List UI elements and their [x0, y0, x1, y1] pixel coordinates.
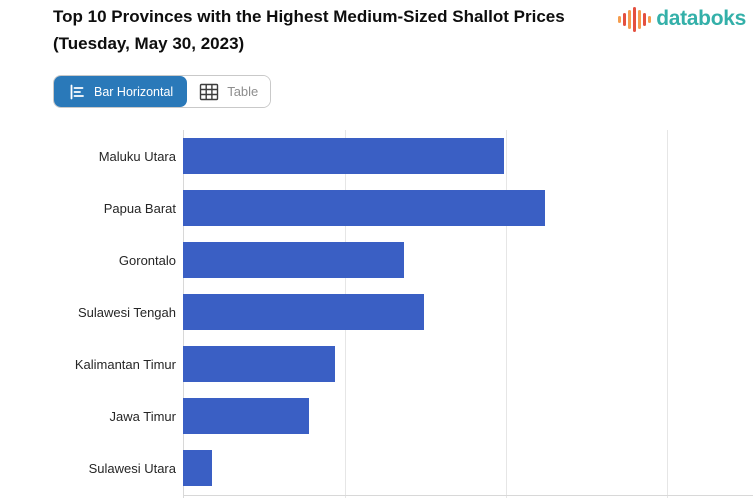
bar-row: Kalimantan Timur	[0, 338, 753, 390]
bar[interactable]	[183, 398, 309, 434]
bar-row: Papua Barat	[0, 182, 753, 234]
gridline	[505, 130, 507, 498]
bar[interactable]	[183, 450, 213, 486]
bar-row: Sulawesi Utara	[0, 442, 753, 494]
x-axis-line	[183, 495, 753, 496]
table-icon	[199, 83, 219, 101]
databoks-logo-icon	[617, 6, 652, 32]
tab-table[interactable]: Table	[187, 76, 271, 107]
category-label: Sulawesi Utara	[88, 460, 176, 476]
bar-row: Sulawesi Tengah	[0, 286, 753, 338]
chart-type-toggle: Bar Horizontal Table	[53, 75, 272, 108]
bar-rows: Maluku Utara Papua Barat Gorontalo Sulaw…	[0, 130, 753, 498]
bar[interactable]	[183, 190, 545, 226]
bar-row: Maluku Utara	[0, 130, 753, 182]
category-label: Kalimantan Timur	[74, 356, 176, 372]
category-label: Maluku Utara	[98, 148, 176, 164]
category-label: Gorontalo	[118, 252, 176, 268]
gridline	[667, 130, 669, 498]
bar[interactable]	[183, 294, 424, 330]
tab-bar-horizontal-label: Bar Horizontal	[94, 84, 174, 99]
bar[interactable]	[183, 242, 405, 278]
bar[interactable]	[183, 346, 335, 382]
tab-bar-horizontal[interactable]: Bar Horizontal	[54, 76, 188, 107]
databoks-logo[interactable]: databoks	[617, 6, 746, 32]
page-title: Top 10 Provinces with the Highest Medium…	[53, 7, 565, 53]
bar[interactable]	[183, 138, 505, 174]
tab-table-label: Table	[227, 84, 259, 99]
category-label: Papua Barat	[103, 200, 176, 216]
category-label: Sulawesi Tengah	[77, 304, 176, 320]
bar-row: Gorontalo	[0, 234, 753, 286]
bar-chart-horizontal-icon	[68, 83, 86, 101]
bar-row: Jawa Timur	[0, 390, 753, 442]
databoks-logo-text: databoks	[656, 7, 746, 30]
category-label: Jawa Timur	[109, 408, 176, 424]
